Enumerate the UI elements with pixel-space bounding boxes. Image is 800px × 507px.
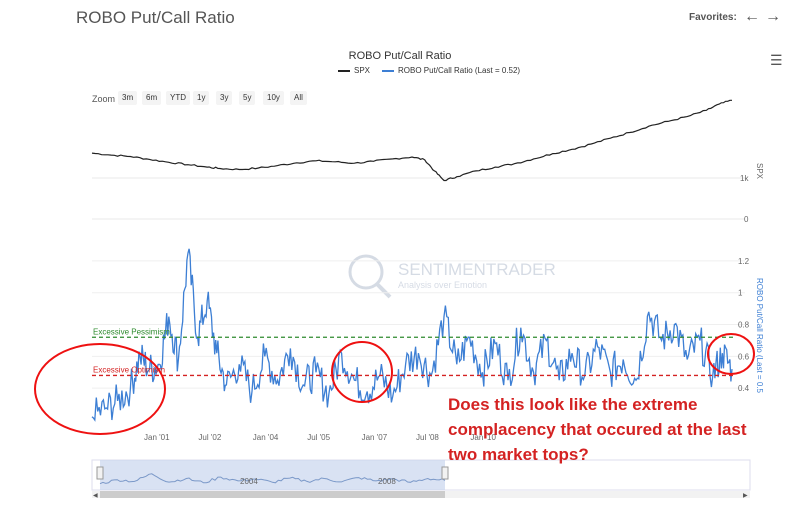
ratio-tick-label: 0.4 [738, 384, 750, 393]
zoom-button-3y[interactable]: 3y [216, 91, 233, 105]
x-tick-label: Jan '01 [144, 433, 170, 442]
annotation-circle [707, 333, 755, 375]
legend-spx-label: SPX [354, 66, 371, 75]
x-tick-label: Jan '10 [470, 433, 496, 442]
reference-line-label: Excessive Optimism [93, 365, 165, 374]
ratio-gridlines [92, 260, 745, 389]
back-arrow-icon[interactable]: ← [744, 8, 760, 25]
watermark-handle [375, 282, 392, 299]
navigator-handle-left[interactable] [96, 466, 104, 480]
watermark-logo-icon [348, 254, 384, 290]
x-tick-label: Jan '04 [253, 433, 279, 442]
navigator-series-line [99, 473, 446, 485]
watermark-name: SENTIMENTRADER [398, 260, 556, 279]
spx-axis-label: SPX [755, 163, 764, 180]
scroll-left-arrow-icon[interactable]: ◀ [93, 493, 98, 499]
navigator-tick-label: 2008 [378, 477, 396, 486]
scroll-right-arrow-icon[interactable]: ▶ [743, 493, 748, 499]
legend-spx-swatch [338, 69, 350, 72]
ratio-tick-label: 1.2 [738, 257, 750, 266]
zoom-button-ytd[interactable]: YTD [166, 91, 190, 105]
zoom-button-3m[interactable]: 3m [118, 91, 138, 105]
spx-series-line [91, 99, 732, 182]
ratio-series-line [91, 248, 733, 422]
page-title: ROBO Put/Call Ratio [76, 8, 235, 27]
chart-legend: SPX ROBO Put/Call Ratio (Last = 0.52) [338, 66, 532, 75]
watermark-tagline: Analysis over Emotion [398, 280, 487, 290]
zoom-button-1y[interactable]: 1y [193, 91, 210, 105]
annotation-circle [34, 343, 166, 435]
favorites-label: Favorites: [689, 12, 737, 23]
x-tick-label: Jan '07 [362, 433, 388, 442]
ratio-tick-label: 0.6 [738, 352, 750, 361]
x-axis-ticks: Jan '01 Jul '02 Jan '04 Jul '05 Jan '07 Jul '… [144, 433, 496, 442]
ratio-axis-ticks: 1.2 1 0.8 0.6 0.4 [738, 257, 750, 393]
ratio-tick-label: 1 [738, 289, 743, 298]
ratio-axis-label: ROBO Put/Call Ratio (Last = 0.5 [755, 278, 764, 393]
zoom-button-6m[interactable]: 6m [142, 91, 162, 105]
spx-tick-label: 0 [744, 215, 749, 224]
x-tick-label: Jul '02 [198, 433, 221, 442]
ratio-tick-label: 0.8 [738, 321, 750, 330]
chart-menu-icon[interactable]: ☰ [770, 52, 783, 68]
annotation-circle [331, 341, 393, 403]
legend-spx[interactable]: SPX [338, 66, 370, 75]
watermark: SENTIMENTRADER Analysis over Emotion [348, 254, 556, 299]
chart-title: ROBO Put/Call Ratio [348, 50, 452, 62]
legend-ratio-label: ROBO Put/Call Ratio (Last = 0.52) [398, 66, 521, 75]
reference-line-label: Excessive Pessimism [93, 327, 170, 336]
zoom-button-10y[interactable]: 10y [263, 91, 284, 105]
spx-tick-label: 1k [740, 174, 749, 183]
navigator-scrollbar-thumb[interactable] [100, 491, 445, 498]
legend-ratio-swatch [382, 69, 395, 72]
x-tick-label: Jul '05 [307, 433, 330, 442]
x-tick-label: Jul '08 [416, 433, 439, 442]
zoom-label: Zoom [92, 94, 116, 104]
legend-ratio[interactable]: ROBO Put/Call Ratio (Last = 0.52) [382, 66, 520, 75]
navigator-selection[interactable] [100, 460, 445, 490]
forward-arrow-icon[interactable]: → [765, 8, 781, 25]
annotation-text: Does this look like the extreme complace… [448, 395, 747, 464]
navigator-tick-label: 2004 [240, 477, 258, 486]
zoom-button-all[interactable]: All [290, 91, 307, 105]
navigator-handle-right[interactable] [441, 466, 449, 480]
zoom-button-5y[interactable]: 5y [239, 91, 256, 105]
reference-lines: Excessive Pessimism Excessive Optimism [92, 327, 735, 377]
